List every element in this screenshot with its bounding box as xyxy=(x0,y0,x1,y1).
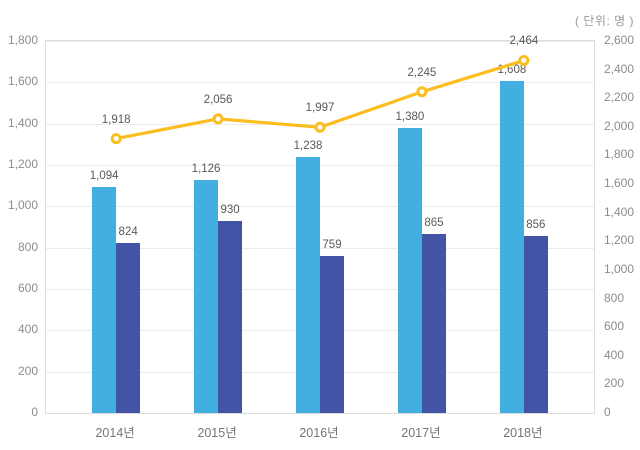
plot-area: 1,094 1,126 1,238 1,380 1,608 824 930 759 865 856… xyxy=(45,35,595,414)
y-axis-tick-right: 800 xyxy=(604,290,625,305)
line-point-marker xyxy=(110,133,122,145)
line-point-marker xyxy=(314,121,326,133)
y-axis-tick-right: 200 xyxy=(604,376,625,391)
y-axis-tick-right: 0 xyxy=(604,405,611,419)
gridline xyxy=(46,82,594,84)
line-point-marker xyxy=(416,86,428,98)
y-axis-tick-left: 1,600 xyxy=(7,74,38,89)
gridline xyxy=(46,165,594,166)
gridline xyxy=(46,41,594,42)
y-axis-tick-left: 600 xyxy=(17,281,38,295)
gridline xyxy=(46,247,594,249)
y-axis-tick-right: 1,600 xyxy=(604,176,635,191)
bar-light-blue-bar xyxy=(499,80,524,413)
x-axis-label: 2015년 xyxy=(197,426,237,440)
y-axis-tick-left: 800 xyxy=(17,239,38,254)
y-axis-tick-left: 1,000 xyxy=(7,198,38,213)
line-point-marker xyxy=(518,54,530,66)
y-axis-tick-right: 1,400 xyxy=(604,204,635,219)
y-axis-tick-right: 1,800 xyxy=(604,147,635,162)
bar-light-blue-bar xyxy=(397,127,422,413)
y-axis-tick-left: 1,800 xyxy=(7,33,38,47)
unit-label: ( 단위: 명 ) xyxy=(575,14,634,28)
x-axis-label: 2016년 xyxy=(299,426,339,440)
line-point-marker xyxy=(212,113,224,125)
y-axis-tick-right: 1,000 xyxy=(604,261,635,276)
y-axis-tick-left: 1,400 xyxy=(7,115,38,130)
y-axis-tick-left: 200 xyxy=(17,363,38,378)
bar-dark-blue-bar xyxy=(218,220,243,413)
x-axis-label: 2017년 xyxy=(401,426,441,440)
bar-dark-blue-bar xyxy=(523,236,548,413)
bar-dark-blue-bar xyxy=(116,242,141,413)
line-yellow-layer xyxy=(110,54,530,145)
y-axis-tick-right: 2,000 xyxy=(604,118,635,133)
x-axis-label: 2014년 xyxy=(95,426,135,440)
y-axis-tick-right: 600 xyxy=(604,319,625,334)
bar-dark-blue-bar xyxy=(320,256,344,413)
y-axis-tick-right: 2,600 xyxy=(604,33,635,47)
y-axis-tick-right: 400 xyxy=(604,347,625,362)
y-axis-tick-right: 1,200 xyxy=(604,233,635,248)
bar-dark-blue-bar xyxy=(421,234,446,413)
bar-light-blue-bar xyxy=(92,186,117,413)
x-axis-label: 2018년 xyxy=(503,426,543,440)
y-axis-tick-right: 2,200 xyxy=(604,90,635,105)
bar-light-blue-bar xyxy=(296,157,320,413)
y-axis-tick-left: 1,200 xyxy=(7,157,38,171)
bar-light-blue-bar xyxy=(194,180,219,413)
y-axis-tick-left: 0 xyxy=(31,405,38,419)
y-axis-tick-left: 400 xyxy=(17,322,38,337)
gridline xyxy=(46,206,594,208)
y-axis-tick-right: 2,400 xyxy=(604,61,635,76)
